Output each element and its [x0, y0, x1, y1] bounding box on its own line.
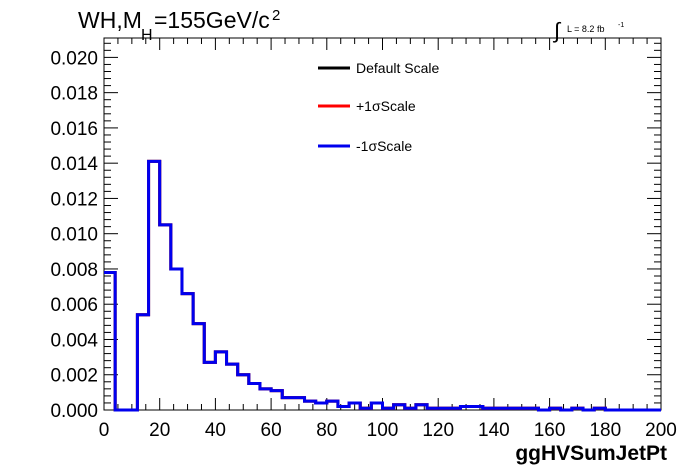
- y-tick-label: 0.008: [50, 260, 98, 281]
- title-superscript: 2: [272, 7, 280, 24]
- y-tick-label: 0.020: [50, 48, 98, 69]
- x-tick-label: 100: [367, 420, 399, 441]
- title-mass: =155GeV/c: [154, 7, 270, 33]
- chart-title: WH,M H =155GeV/c 2: [78, 7, 280, 44]
- x-tick-label: 120: [422, 420, 454, 441]
- integral-sign: ∫: [552, 18, 562, 43]
- title-subscript: H: [141, 27, 153, 44]
- x-tick-label: 0: [99, 420, 110, 441]
- lumi-superscript: -1: [618, 22, 624, 29]
- x-tick-label: 200: [645, 420, 677, 441]
- y-tick-label: 0.006: [50, 295, 98, 316]
- series-layer: [104, 159, 661, 412]
- y-tick-label: 0.010: [50, 225, 98, 246]
- y-tick-label: 0.016: [50, 119, 98, 140]
- plot-frame: [103, 37, 662, 411]
- x-axis-label: ggHVSumJetPt: [515, 442, 667, 465]
- y-tick-label: 0.000: [50, 401, 98, 422]
- series-line-2: [104, 159, 661, 412]
- y-axis: 0.000 0.002 0.004 0.006 0.008 0.010 0.012 0.014…: [50, 42, 661, 422]
- x-tick-label: 140: [478, 420, 510, 441]
- legend-label-0: Default Scale: [356, 60, 439, 76]
- x-tick-label: 40: [205, 420, 226, 441]
- x-tick-label: 60: [261, 420, 282, 441]
- x-tick-label: 160: [534, 420, 566, 441]
- y-tick-label: 0.014: [50, 154, 98, 175]
- title-main: WH,M: [78, 7, 142, 33]
- series-line-1: [104, 159, 661, 412]
- legend: Default Scale +1σScale -1σScale: [318, 60, 439, 154]
- y-tick-label: 0.018: [50, 84, 98, 105]
- lumi-text: L = 8.2 fb: [567, 24, 604, 34]
- x-tick-label: 180: [589, 420, 621, 441]
- luminosity-label: ∫ L = 8.2 fb -1: [552, 18, 624, 43]
- y-tick-label: 0.004: [50, 330, 98, 351]
- y-tick-label: 0.002: [50, 366, 98, 387]
- y-tick-label: 0.012: [50, 189, 98, 210]
- series-line-0: [104, 159, 661, 412]
- legend-label-2: -1σScale: [356, 138, 412, 154]
- x-axis: 0 20 40 60 80 100 120 140 160 180 200: [99, 38, 677, 441]
- x-tick-label: 80: [316, 420, 337, 441]
- legend-label-1: +1σScale: [356, 98, 416, 114]
- x-tick-label: 20: [149, 420, 170, 441]
